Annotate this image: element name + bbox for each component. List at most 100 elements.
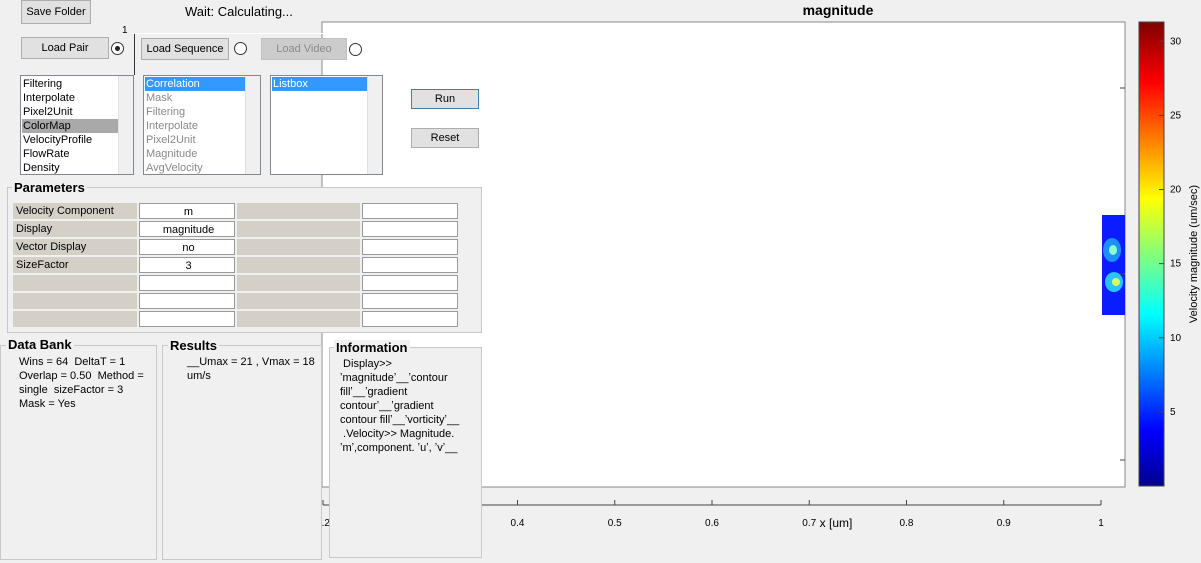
- load-video-radio[interactable]: [349, 43, 362, 56]
- param-value[interactable]: m: [139, 203, 235, 219]
- param-label: [237, 275, 360, 291]
- x-tick-label: 0.6: [705, 518, 719, 529]
- x-tick-label: 0.2: [316, 518, 330, 529]
- colorbar-tick-label: 20: [1170, 185, 1182, 196]
- field-blob: [1102, 215, 1125, 315]
- x-tick-label: 0.9: [997, 518, 1011, 529]
- scrollbar[interactable]: [118, 76, 133, 174]
- process-listbox[interactable]: Correlation Mask Filtering Interpolate Pixel…: [143, 75, 261, 175]
- param-value[interactable]: [139, 293, 235, 309]
- colorbar: [1138, 21, 1165, 487]
- data-bank-panel: Wins = 64 DeltaT = 1 Overlap = 0.50 Metho…: [0, 345, 157, 560]
- reset-button[interactable]: Reset: [411, 128, 479, 148]
- list-item[interactable]: Mask: [146, 92, 173, 104]
- list-item[interactable]: Pixel2Unit: [23, 106, 73, 118]
- axis-fragment: 1: [122, 25, 128, 36]
- axes-edge: [134, 33, 534, 34]
- list-item[interactable]: Listbox: [272, 77, 367, 91]
- param-value[interactable]: 3: [139, 257, 235, 273]
- param-value[interactable]: magnitude: [139, 221, 235, 237]
- panel-line: ʼmagnitudeʼ__ʼcontour: [340, 372, 448, 384]
- x-tick-label: 0.4: [511, 518, 525, 529]
- list-item[interactable]: Filtering: [23, 78, 63, 90]
- param-label: [237, 239, 360, 255]
- parameters-panel: Velocity Component m Display magnitude Vecto…: [7, 187, 482, 333]
- bracket: [134, 33, 135, 75]
- param-label: [237, 257, 360, 273]
- load-pair-button[interactable]: Load Pair: [21, 37, 109, 59]
- status-text: Wait: Calculating...: [185, 4, 293, 19]
- panel-line: __Umax = 21 , Vmax = 18: [187, 356, 315, 368]
- load-sequence-radio[interactable]: [234, 42, 247, 55]
- panel-line: Wins = 64 DeltaT = 1: [19, 356, 126, 368]
- list-item[interactable]: Interpolate: [146, 120, 198, 132]
- data-bank-title: Data Bank: [6, 337, 74, 352]
- param-label: [237, 311, 360, 327]
- chart-title: magnitude: [803, 2, 874, 18]
- panel-line: ʼmʼ,component. ʼuʼ, ʼvʼ__: [340, 442, 458, 454]
- param-label: Velocity Component: [13, 203, 137, 219]
- panel-line: Mask = Yes: [19, 398, 76, 410]
- colorbar-tick-label: 30: [1170, 36, 1182, 47]
- param-label: [237, 293, 360, 309]
- colorbar-tick-label: 5: [1170, 407, 1176, 418]
- param-label: [237, 221, 360, 237]
- param-value[interactable]: [362, 203, 458, 219]
- list-item[interactable]: Correlation: [145, 77, 245, 91]
- list-item[interactable]: AvgVelocity: [146, 162, 203, 174]
- x-tick-label: 0.7: [802, 518, 816, 529]
- param-label: Display: [13, 221, 137, 237]
- param-label: SizeFactor: [13, 257, 137, 273]
- tools-listbox[interactable]: Filtering Interpolate Pixel2Unit ColorMap Ve…: [20, 75, 134, 175]
- panel-line: um/s: [187, 370, 211, 382]
- list-item[interactable]: Density: [23, 162, 60, 174]
- list-item[interactable]: FlowRate: [23, 148, 70, 160]
- param-value[interactable]: [362, 275, 458, 291]
- param-label: [13, 311, 137, 327]
- scrollbar[interactable]: [245, 76, 260, 174]
- panel-line: contourʼ__ʼgradient: [340, 400, 434, 412]
- param-value[interactable]: [362, 311, 458, 327]
- param-value[interactable]: [362, 221, 458, 237]
- list-item[interactable]: Magnitude: [146, 148, 198, 160]
- colorbar-tick-label: 15: [1170, 259, 1182, 270]
- param-value[interactable]: [362, 293, 458, 309]
- scrollbar[interactable]: [367, 76, 382, 174]
- list-item[interactable]: Filtering: [146, 106, 186, 118]
- panel-line: Overlap = 0.50 Method =: [19, 370, 144, 382]
- param-value[interactable]: [362, 257, 458, 273]
- list-item[interactable]: ColorMap: [22, 119, 118, 133]
- x-tick-label: 1: [1098, 518, 1104, 529]
- load-video-button[interactable]: Load Video: [261, 38, 347, 60]
- colorbar-tick-label: 10: [1170, 333, 1182, 344]
- information-title: Information: [334, 340, 410, 355]
- x-tick-label: 0.8: [900, 518, 914, 529]
- panel-line: contour fillʼ__ʼvorticityʼ__: [340, 414, 460, 426]
- run-button[interactable]: Run: [411, 89, 479, 109]
- results-title: Results: [168, 338, 219, 353]
- param-value[interactable]: [139, 311, 235, 327]
- information-panel: Display>> ʼmagnitudeʼ__ʼcontour fillʼ__ʼgr…: [329, 347, 482, 558]
- x-tick-label: 0.5: [608, 518, 622, 529]
- colorbar-tick-label: 25: [1170, 110, 1182, 121]
- listbox[interactable]: Listbox: [270, 75, 383, 175]
- parameters-title: Parameters: [12, 180, 87, 195]
- panel-line: fillʼ__ʼgradient: [340, 386, 408, 398]
- load-sequence-button[interactable]: Load Sequence: [141, 38, 229, 60]
- results-panel: __Umax = 21 , Vmax = 18 um/s: [162, 345, 322, 560]
- load-pair-radio[interactable]: [111, 42, 124, 55]
- param-label: [13, 275, 137, 291]
- save-folder-button[interactable]: Save Folder: [21, 0, 91, 24]
- param-value[interactable]: no: [139, 239, 235, 255]
- list-item[interactable]: Pixel2Unit: [146, 134, 196, 146]
- list-item[interactable]: VelocityProfile: [23, 134, 93, 146]
- param-label: Vector Display: [13, 239, 137, 255]
- param-label: [237, 203, 360, 219]
- colorbar-label: Velocity magnitude (um/sec): [1188, 185, 1200, 323]
- panel-line: Display>>: [340, 358, 392, 370]
- param-label: [13, 293, 137, 309]
- list-item[interactable]: Interpolate: [23, 92, 75, 104]
- param-value[interactable]: [362, 239, 458, 255]
- param-value[interactable]: [139, 275, 235, 291]
